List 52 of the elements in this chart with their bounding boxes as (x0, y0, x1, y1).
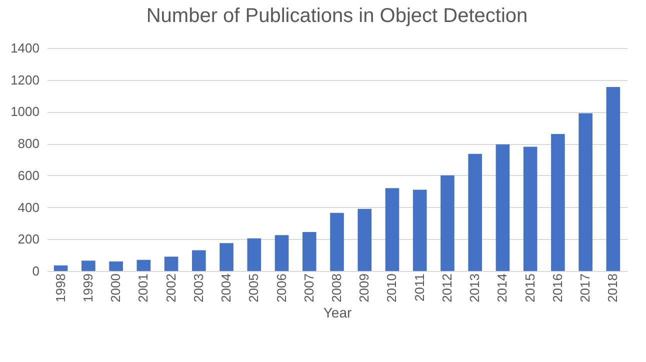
bar (440, 175, 454, 271)
bar (551, 134, 565, 271)
bar (412, 190, 427, 271)
y-tick-label: 1000 (10, 104, 40, 120)
x-tick-label: 2003 (190, 274, 206, 302)
x-tick-label: 1998 (52, 274, 68, 302)
bar (247, 238, 262, 271)
y-tick-label: 200 (18, 232, 40, 247)
bar (192, 250, 206, 271)
bar (606, 87, 620, 271)
x-tick-label: 2014 (494, 274, 510, 302)
x-tick-label: 2018 (605, 274, 620, 302)
bar (302, 232, 316, 271)
bar (330, 212, 344, 271)
x-axis-title: Year (323, 304, 352, 320)
bar (109, 261, 123, 271)
x-tick-label: 2011 (412, 274, 427, 302)
bar (385, 188, 400, 271)
y-tick-label: 400 (18, 200, 40, 215)
x-tick-label: 1999 (80, 274, 96, 302)
bar (220, 243, 234, 271)
bar (358, 208, 372, 271)
x-tick-label: 2002 (163, 274, 178, 302)
bar (82, 260, 96, 271)
x-tick-label: 2001 (136, 274, 151, 302)
x-tick-label: 2017 (578, 274, 593, 302)
y-tick-label: 600 (18, 168, 40, 183)
chart-title: Number of Publications in Object Detection (146, 5, 528, 27)
x-tick-label: 2015 (522, 274, 538, 302)
x-tick-label: 2012 (439, 274, 454, 302)
x-tick-label: 2005 (246, 274, 262, 302)
x-tick-label: 2009 (356, 274, 372, 302)
bar (578, 113, 592, 271)
x-tick-label: 2013 (467, 274, 482, 302)
y-tick-label: 800 (18, 136, 40, 152)
x-tick-label: 2008 (329, 274, 344, 302)
x-tick-label: 2000 (108, 274, 124, 302)
y-tick-label: 1200 (10, 72, 40, 88)
bar (274, 235, 289, 271)
x-tick-label: 2007 (301, 274, 316, 302)
bar (164, 256, 178, 271)
x-tick-label: 2010 (384, 274, 400, 302)
bar (54, 265, 68, 271)
y-tick-label: 1400 (10, 40, 40, 56)
x-tick-label: 2004 (218, 274, 234, 302)
bar (496, 144, 510, 271)
y-tick-label: 0 (32, 264, 40, 278)
x-tick-label: 2016 (550, 274, 565, 302)
x-tick-label: 2006 (274, 274, 289, 302)
bar (468, 154, 482, 271)
bar (136, 260, 151, 271)
bar (523, 146, 538, 271)
